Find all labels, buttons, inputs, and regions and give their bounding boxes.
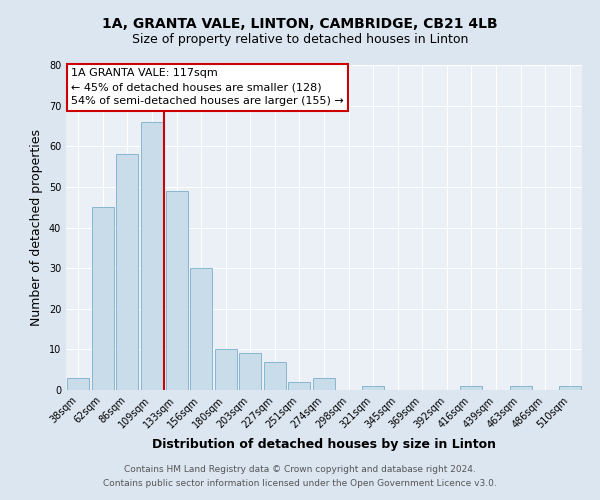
Bar xyxy=(313,378,335,390)
Bar xyxy=(141,122,163,390)
Y-axis label: Number of detached properties: Number of detached properties xyxy=(30,129,43,326)
Bar xyxy=(239,354,262,390)
Bar xyxy=(289,382,310,390)
Bar xyxy=(215,350,237,390)
Text: 1A GRANTA VALE: 117sqm
← 45% of detached houses are smaller (128)
54% of semi-de: 1A GRANTA VALE: 117sqm ← 45% of detached… xyxy=(71,68,344,106)
Text: Size of property relative to detached houses in Linton: Size of property relative to detached ho… xyxy=(132,32,468,46)
Bar xyxy=(460,386,482,390)
Bar xyxy=(559,386,581,390)
Bar xyxy=(509,386,532,390)
Bar xyxy=(92,207,114,390)
Bar xyxy=(190,268,212,390)
Bar xyxy=(67,378,89,390)
X-axis label: Distribution of detached houses by size in Linton: Distribution of detached houses by size … xyxy=(152,438,496,451)
Bar xyxy=(166,191,188,390)
Bar xyxy=(116,154,139,390)
Bar xyxy=(264,362,286,390)
Text: 1A, GRANTA VALE, LINTON, CAMBRIDGE, CB21 4LB: 1A, GRANTA VALE, LINTON, CAMBRIDGE, CB21… xyxy=(102,18,498,32)
Bar xyxy=(362,386,384,390)
Text: Contains HM Land Registry data © Crown copyright and database right 2024.
Contai: Contains HM Land Registry data © Crown c… xyxy=(103,466,497,487)
